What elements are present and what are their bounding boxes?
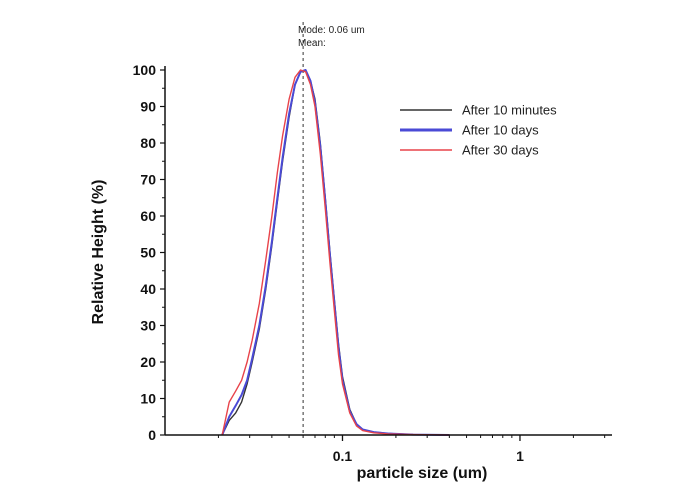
legend-label-3: After 30 days xyxy=(462,143,539,158)
axes: 0 10 20 30 40 50 60 70 80 90 100 0.1 1 xyxy=(133,62,612,464)
y-tick-label: 90 xyxy=(140,99,156,115)
series-line-2 xyxy=(221,69,450,436)
y-tick-label: 40 xyxy=(140,281,156,297)
x-axis-title: particle size (um) xyxy=(357,465,488,482)
x-tick-label: 0.1 xyxy=(333,448,353,464)
y-tick-label: 80 xyxy=(140,135,156,151)
y-axis-title: Relative Height (%) xyxy=(90,180,107,325)
y-tick-label: 10 xyxy=(140,391,156,407)
y-tick-label: 60 xyxy=(140,208,156,224)
legend-label-1: After 10 minutes xyxy=(462,103,557,118)
legend-label-2: After 10 days xyxy=(462,123,539,138)
y-tick-label: 30 xyxy=(140,318,156,334)
series-group xyxy=(221,69,450,436)
series-line-3 xyxy=(221,69,450,436)
y-tick-label: 20 xyxy=(140,354,156,370)
y-tick-label: 50 xyxy=(140,245,156,261)
annotation-mode: Mode: 0.06 um xyxy=(298,25,365,36)
annotation-mean: Mean: xyxy=(298,38,326,49)
y-tick-label: 100 xyxy=(133,62,157,78)
y-tick-label: 70 xyxy=(140,172,156,188)
legend: After 10 minutes After 10 days After 30 da… xyxy=(400,103,557,158)
x-tick-label: 1 xyxy=(516,448,524,464)
y-tick-label: 0 xyxy=(148,427,156,443)
series-line-1 xyxy=(221,69,450,436)
